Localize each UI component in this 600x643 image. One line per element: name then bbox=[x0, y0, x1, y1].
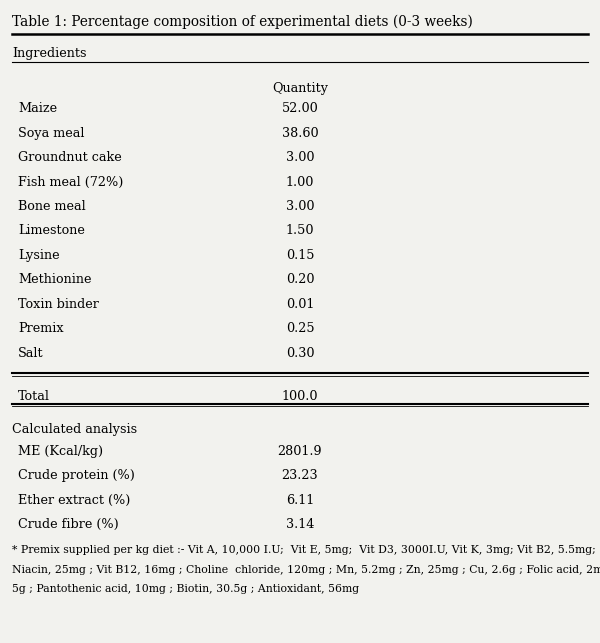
Text: 23.23: 23.23 bbox=[281, 469, 319, 482]
Text: * Premix supplied per kg diet :- Vit A, 10,000 I.U;  Vit E, 5mg;  Vit D3, 3000I.: * Premix supplied per kg diet :- Vit A, … bbox=[12, 545, 596, 556]
Text: 52.00: 52.00 bbox=[281, 102, 319, 115]
Text: Niacin, 25mg ; Vit B12, 16mg ; Choline  chloride, 120mg ; Mn, 5.2mg ; Zn, 25mg ;: Niacin, 25mg ; Vit B12, 16mg ; Choline c… bbox=[12, 565, 600, 575]
Text: 1.00: 1.00 bbox=[286, 176, 314, 188]
Text: 5g ; Pantothenic acid, 10mg ; Biotin, 30.5g ; Antioxidant, 56mg: 5g ; Pantothenic acid, 10mg ; Biotin, 30… bbox=[12, 584, 359, 594]
Text: Toxin binder: Toxin binder bbox=[18, 298, 99, 311]
Text: Soya meal: Soya meal bbox=[18, 127, 85, 140]
Text: Fish meal (72%): Fish meal (72%) bbox=[18, 176, 124, 188]
Text: Methionine: Methionine bbox=[18, 273, 91, 286]
Text: 6.11: 6.11 bbox=[286, 494, 314, 507]
Text: 0.25: 0.25 bbox=[286, 322, 314, 335]
Text: Crude protein (%): Crude protein (%) bbox=[18, 469, 135, 482]
Text: Table 1: Percentage composition of experimental diets (0-3 weeks): Table 1: Percentage composition of exper… bbox=[12, 15, 473, 29]
Text: Groundnut cake: Groundnut cake bbox=[18, 151, 122, 164]
Text: Lysine: Lysine bbox=[18, 249, 59, 262]
Text: Total: Total bbox=[18, 390, 50, 403]
Text: ME (Kcal/kg): ME (Kcal/kg) bbox=[18, 445, 103, 458]
Text: Ingredients: Ingredients bbox=[12, 47, 86, 60]
Text: 2801.9: 2801.9 bbox=[278, 445, 322, 458]
Text: Limestone: Limestone bbox=[18, 224, 85, 237]
Text: Ether extract (%): Ether extract (%) bbox=[18, 494, 130, 507]
Text: 0.01: 0.01 bbox=[286, 298, 314, 311]
Text: Premix: Premix bbox=[18, 322, 64, 335]
Text: 3.00: 3.00 bbox=[286, 151, 314, 164]
Text: Crude fibre (%): Crude fibre (%) bbox=[18, 518, 119, 531]
Text: Quantity: Quantity bbox=[272, 82, 328, 95]
Text: 0.30: 0.30 bbox=[286, 347, 314, 359]
Text: 1.50: 1.50 bbox=[286, 224, 314, 237]
Text: 100.0: 100.0 bbox=[282, 390, 318, 403]
Text: 3.14: 3.14 bbox=[286, 518, 314, 531]
Text: 0.20: 0.20 bbox=[286, 273, 314, 286]
Text: Maize: Maize bbox=[18, 102, 57, 115]
Text: 38.60: 38.60 bbox=[281, 127, 319, 140]
Text: 0.15: 0.15 bbox=[286, 249, 314, 262]
Text: Salt: Salt bbox=[18, 347, 44, 359]
Text: Calculated analysis: Calculated analysis bbox=[12, 423, 137, 436]
Text: Bone meal: Bone meal bbox=[18, 200, 86, 213]
Text: 3.00: 3.00 bbox=[286, 200, 314, 213]
